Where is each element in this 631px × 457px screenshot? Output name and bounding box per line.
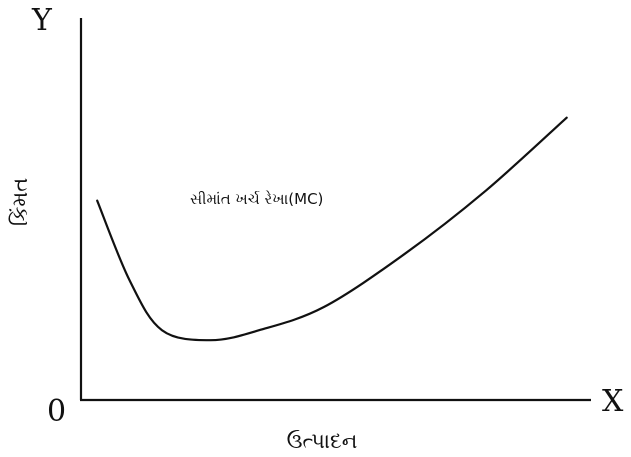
mc-curve-label: સીમાંત ખર્ચ રેખા(MC) xyxy=(190,190,323,208)
x-axis-end-label: X xyxy=(602,384,624,419)
y-axis-end-label: Y xyxy=(31,3,53,38)
mc-curve xyxy=(96,116,568,342)
y-axis-title: કિંમત xyxy=(8,178,32,226)
x-axis-title: ઉત્પાદન xyxy=(287,429,358,453)
origin-label: 0 xyxy=(47,394,66,429)
